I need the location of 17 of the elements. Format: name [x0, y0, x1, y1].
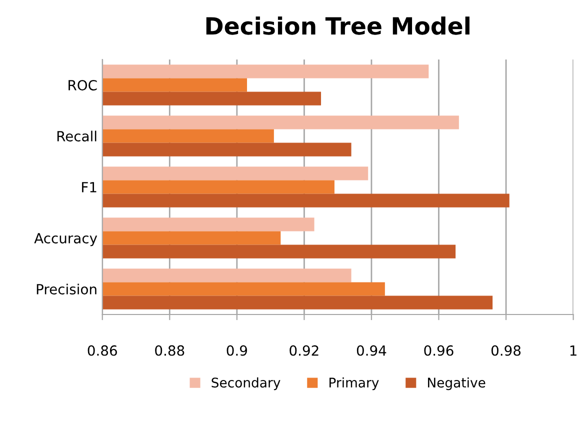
x-tick-label: 0.96: [424, 345, 454, 356]
x-tick-label: 0.86: [88, 345, 117, 356]
x-tick-label: 0.88: [155, 345, 184, 356]
x-tick-label: 0.9: [226, 345, 247, 356]
legend-label: Negative: [428, 377, 486, 390]
x-tick-label: 0.94: [356, 345, 386, 356]
legend-label: Secondary: [212, 377, 280, 390]
x-tick-label: 0.98: [491, 345, 521, 356]
y-tick-label: F1: [82, 182, 96, 192]
y-tick-label: ROC: [68, 80, 97, 90]
y-tick-label: Precision: [36, 284, 96, 294]
chart-title: Decision Tree Model: [206, 16, 470, 35]
y-tick-label: Recall: [57, 130, 96, 142]
x-tick-label: 1: [570, 345, 576, 356]
x-tick-label: 0.92: [290, 345, 318, 356]
legend-label: Primary: [330, 377, 379, 390]
y-tick-label: Accuracy: [34, 233, 98, 246]
